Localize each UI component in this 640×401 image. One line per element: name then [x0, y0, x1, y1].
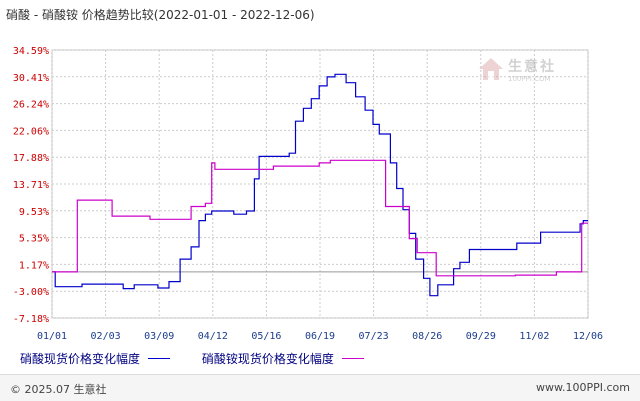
watermark-url: 100PPI.COM: [508, 75, 551, 83]
y-axis-ticks: 34.59% 30.41% 26.24% 22.06% 17.88% 13.71% 9.53…: [13, 46, 49, 325]
legend-swatch: [148, 358, 171, 359]
x-tick-label: 02/03: [91, 331, 121, 342]
x-tick-label: 05/16: [251, 331, 281, 342]
copyright-text: © 2025.07 生意社: [10, 383, 107, 396]
watermark-logo: 生意社 100PPI.COM: [478, 56, 554, 86]
y-tick-label: 9.53%: [19, 207, 49, 218]
legend-item-ammonium-nitrate: 硝酸铵现货价格变化幅度: [202, 350, 364, 367]
footer-bar: © 2025.07 生意社 www.100PPI.com: [0, 374, 640, 401]
y-tick-label: -3.00%: [13, 287, 49, 298]
legend-item-nitric-acid: 硝酸现货价格变化幅度: [20, 350, 171, 367]
chart-title: 硝酸 - 硝酸铵 价格趋势比较(2022-01-01 - 2022-12-06): [6, 8, 315, 22]
x-tick-label: 08/26: [412, 331, 442, 342]
x-tick-label: 12/06: [573, 331, 603, 342]
y-tick-label: 22.06%: [13, 126, 49, 137]
x-tick-label: 11/02: [519, 331, 549, 342]
price-comparison-chart: 34.59% 30.41% 26.24% 22.06% 17.88% 13.71% 9.53…: [13, 46, 603, 342]
x-tick-label: 09/29: [466, 331, 496, 342]
x-tick-label: 03/09: [144, 331, 174, 342]
y-tick-label: 17.88%: [13, 153, 49, 164]
legend-label: 硝酸铵现货价格变化幅度: [201, 352, 334, 366]
site-url-link[interactable]: www.100PPI.com: [536, 381, 630, 394]
watermark-name: 生意社: [508, 59, 556, 75]
y-tick-label: 34.59%: [13, 46, 49, 57]
y-tick-label: 26.24%: [13, 100, 49, 111]
y-tick-label: -7.18%: [13, 314, 49, 325]
chart-legend: 硝酸现货价格变化幅度 硝酸铵现货价格变化幅度: [20, 350, 392, 367]
x-tick-label: 06/19: [305, 331, 335, 342]
legend-swatch: [341, 358, 364, 359]
legend-label: 硝酸现货价格变化幅度: [20, 352, 141, 366]
house-icon: [479, 58, 503, 80]
x-tick-label: 04/12: [198, 331, 228, 342]
y-tick-label: 5.35%: [19, 234, 49, 245]
x-gridlines: [51, 50, 589, 318]
x-tick-label: 07/23: [359, 331, 389, 342]
series-layer: [52, 73, 588, 297]
series-line-2: [52, 159, 588, 277]
x-tick-label: 01/01: [37, 331, 67, 342]
y-tick-label: 30.41%: [13, 73, 49, 84]
y-tick-label: 13.71%: [13, 180, 49, 191]
x-axis-ticks: 01/01 02/03 03/09 04/12 05/16 06/19 07/23 08/26…: [37, 331, 603, 342]
series-line-1: [52, 73, 588, 297]
y-tick-label: 1.17%: [19, 260, 49, 271]
